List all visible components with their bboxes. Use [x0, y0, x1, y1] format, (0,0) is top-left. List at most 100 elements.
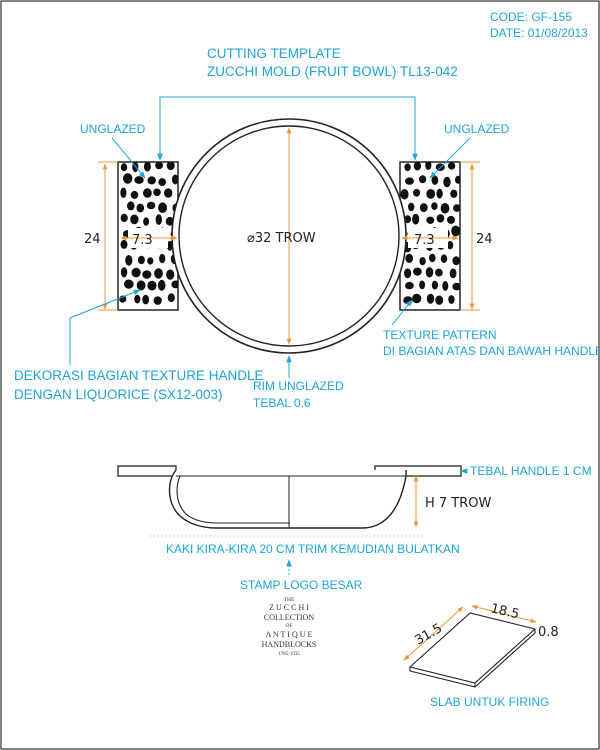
- texture-dot: [426, 216, 435, 224]
- title-line-2: ZUCCHI MOLD (FRUIT BOWL) TL13-042: [207, 64, 458, 79]
- handle-height-right-label: 24: [476, 232, 493, 247]
- texture-dot: [136, 203, 145, 213]
- rim-note-line-2: TEBAL 0.6: [253, 396, 311, 410]
- texture-dot: [440, 203, 450, 214]
- texture-dot: [147, 280, 157, 291]
- handle-height-left-label: 24: [84, 232, 101, 247]
- texture-dot: [412, 293, 422, 304]
- texture-dot: [166, 269, 175, 280]
- texture-dot: [425, 267, 434, 278]
- slab-label: SLAB UNTUK FIRING: [430, 695, 549, 709]
- texture-dot: [431, 202, 438, 211]
- texture-dot: [155, 162, 163, 170]
- texture-dot: [412, 213, 420, 225]
- texture-dot: [436, 188, 443, 199]
- rim-note-line-1: RIM UNGLAZED: [253, 379, 344, 393]
- texture-dot: [125, 255, 133, 266]
- texture-dot: [405, 253, 414, 263]
- texture-dot: [405, 281, 414, 290]
- decor-note-leader: [69, 289, 141, 365]
- title-leader: [159, 96, 418, 161]
- stamp-logo-line: OF: [285, 623, 292, 629]
- texture-dot: [155, 214, 162, 226]
- firing-slab: 31.5 18.5 0.8: [403, 601, 559, 688]
- texture-dot: [147, 176, 156, 185]
- texture-dot: [419, 280, 426, 290]
- texture-dot: [440, 254, 448, 263]
- texture-dot: [157, 279, 166, 291]
- texture-dot: [408, 202, 415, 212]
- decor-note-line-1: DEKORASI BAGIAN TEXTURE HANDLE: [14, 368, 264, 383]
- unglazed-left-leader: [111, 137, 146, 179]
- texture-dot: [166, 240, 173, 251]
- texture-dot: [158, 202, 168, 213]
- texture-dot: [131, 267, 141, 278]
- texture-dot: [426, 189, 436, 199]
- side-handle-left: [117, 465, 177, 477]
- decor-note-line-2: DENGAN LIQUORICE (SX12-003): [14, 387, 223, 402]
- slab-outline: [409, 612, 536, 688]
- unglazed-right-label: UNGLAZED: [444, 122, 510, 136]
- texture-dot: [120, 239, 128, 249]
- texture-dot: [435, 295, 444, 305]
- code-label: CODE: GF-155: [490, 10, 572, 24]
- slab-width-dim: [471, 604, 537, 624]
- height-label: H 7 TROW: [425, 496, 492, 511]
- bowl-profile-outer: [168, 469, 407, 529]
- texture-dot: [403, 296, 413, 305]
- texture-dot: [127, 201, 135, 211]
- stamp-logo-line: A N T I Q U E: [266, 630, 313, 639]
- stamp-logo-line: THE: [284, 597, 295, 603]
- handle-depth-right-label: 7.3: [414, 233, 435, 248]
- diameter-label: ⌀32 TROW: [247, 231, 316, 246]
- texture-dot: [442, 281, 449, 291]
- texture-dot: [143, 217, 150, 226]
- texture-dot: [426, 293, 435, 304]
- texture-dot: [167, 293, 175, 303]
- side-view: H 7 TROW: [117, 465, 492, 529]
- texture-dot: [451, 225, 460, 237]
- texture-dot: [171, 174, 178, 185]
- texture-note-line-1: TEXTURE PATTERN: [383, 328, 497, 342]
- texture-dot: [142, 270, 152, 279]
- title-line-1: CUTTING TEMPLATE: [207, 46, 341, 61]
- texture-dot: [419, 203, 428, 213]
- slab-thickness-label: 0.8: [538, 625, 559, 640]
- texture-dot: [413, 267, 422, 276]
- texture-dot: [452, 282, 460, 291]
- texture-dot: [134, 176, 144, 184]
- texture-dot: [146, 201, 156, 210]
- texture-dot: [165, 216, 174, 226]
- texture-dot: [448, 295, 455, 304]
- texture-dot: [142, 294, 150, 305]
- texture-dot: [404, 268, 412, 279]
- texture-dot: [120, 163, 128, 172]
- texture-dot: [143, 162, 151, 172]
- texture-dot: [166, 162, 175, 171]
- texture-dot: [452, 256, 460, 266]
- stamp-logo: THE Z U C C H I COLLECTION OF A N T I Q …: [262, 597, 317, 657]
- texture-dot: [153, 188, 161, 197]
- foot-note-label: KAKI KIRA-KIRA 20 CM TRIM KEMUDIAN BULAT…: [166, 542, 460, 556]
- texture-dot: [154, 268, 163, 279]
- texture-dot: [400, 189, 409, 200]
- stamp-logo-line: 1785-1935: [278, 652, 300, 657]
- texture-dot: [120, 187, 127, 199]
- texture-dot: [431, 175, 439, 185]
- texture-dot: [130, 190, 139, 199]
- texture-dot: [404, 215, 411, 224]
- texture-dot: [447, 215, 455, 224]
- texture-dot: [120, 267, 128, 278]
- stamp-logo-line: HANDBLOCKS: [262, 640, 317, 649]
- texture-dot: [449, 268, 457, 279]
- stamp-logo-line: COLLECTION: [264, 613, 314, 622]
- texture-dot: [419, 175, 427, 184]
- bowl-profile-inner: [176, 475, 290, 524]
- texture-note-line-2: DI BAGIAN ATAS DAN BAWAH HANDLE: [383, 344, 600, 358]
- handle-depth-left-label: 7.3: [132, 233, 153, 248]
- stamp-logo-line: Z U C C H I: [269, 603, 309, 612]
- texture-dot: [447, 162, 456, 170]
- texture-dot: [419, 257, 426, 266]
- texture-dot: [124, 279, 134, 289]
